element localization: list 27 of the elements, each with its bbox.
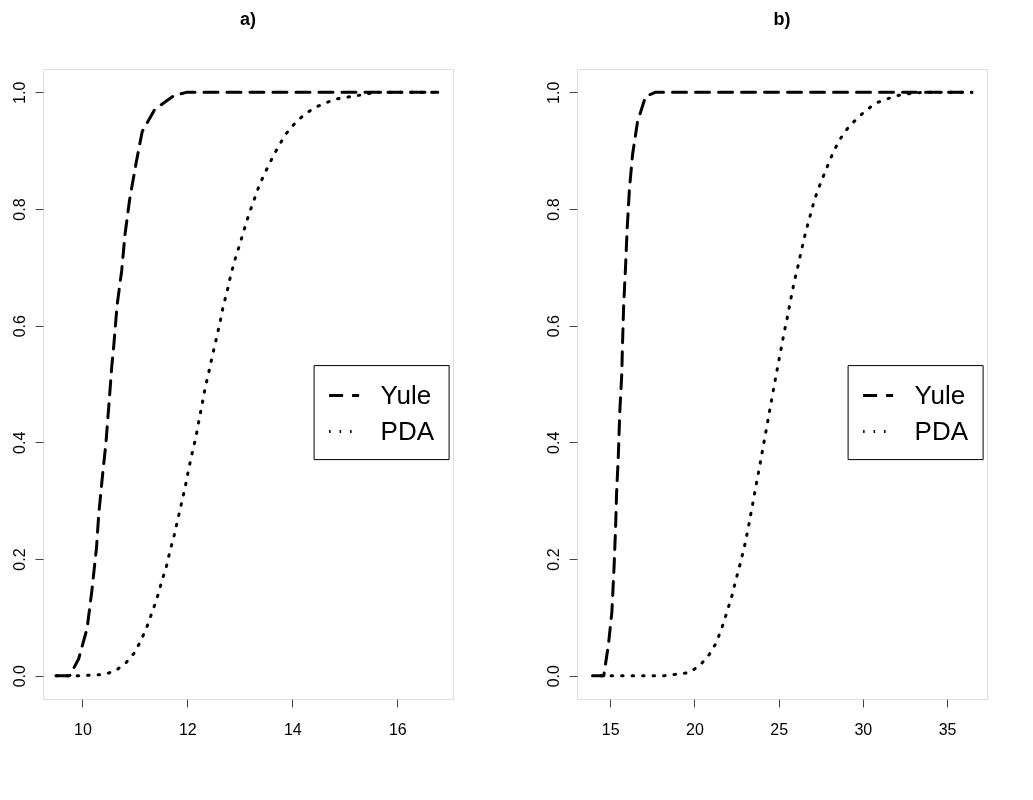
y-tick-label: 0.6 [544, 314, 562, 338]
x-tick-label: 15 [601, 720, 620, 738]
x-tick-label: 30 [854, 720, 873, 738]
y-tick-label: 0.4 [10, 431, 28, 454]
y-tick-label: 0.0 [10, 664, 28, 688]
x-tick-label: 16 [388, 720, 407, 738]
x-tick-label: 12 [178, 720, 197, 738]
y-tick-label: 0.2 [544, 548, 562, 571]
legend-label: Yule [380, 379, 432, 410]
y-tick-label: 1.0 [10, 81, 28, 104]
y-tick-label: 1.0 [544, 81, 562, 104]
x-tick-label: 10 [73, 720, 92, 738]
y-tick-label: 0.8 [544, 198, 562, 221]
legend-label: Yule [914, 379, 966, 410]
x-tick-label: 35 [938, 720, 957, 738]
y-tick-label: 0.2 [10, 548, 28, 571]
x-tick-label: 25 [770, 720, 789, 738]
chart-title: b) [773, 9, 791, 29]
legend-label: PDA [914, 415, 969, 446]
x-tick-label: 20 [686, 720, 704, 738]
y-tick-label: 0.8 [10, 198, 28, 221]
y-tick-label: 0.6 [10, 314, 28, 338]
y-tick-label: 0.0 [544, 664, 562, 688]
y-tick-label: 0.4 [544, 431, 562, 454]
legend-label: PDA [380, 415, 435, 446]
x-tick-label: 14 [283, 720, 302, 738]
chart-title: a) [239, 9, 257, 29]
